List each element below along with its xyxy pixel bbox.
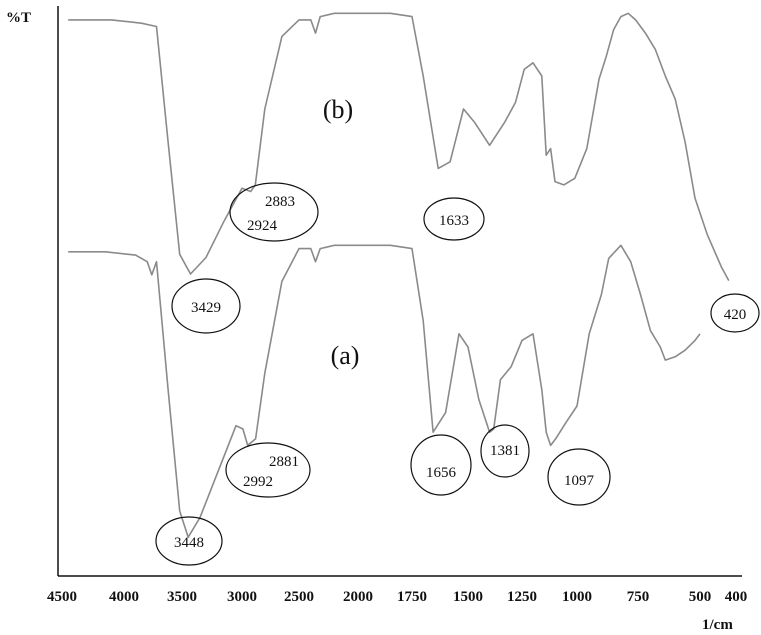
peak-ellipse — [423, 197, 485, 241]
x-tick-label: 3500 — [167, 589, 197, 605]
peak-label: 3429 — [191, 300, 221, 316]
x-tick-label: 4000 — [109, 589, 139, 605]
x-tick-label: 400 — [725, 589, 748, 605]
x-tick-label: 750 — [627, 589, 650, 605]
peak-label: 1633 — [439, 213, 469, 229]
peak-ellipse — [480, 424, 530, 478]
x-tick-label: 1750 — [397, 589, 427, 605]
peak-label: 2924 — [247, 218, 278, 234]
peak-label: 1656 — [426, 465, 457, 481]
peak-ellipse — [410, 434, 472, 496]
curve-label-a: (a) — [331, 341, 360, 370]
axes — [57, 6, 742, 577]
spectrum-a-line — [68, 244, 701, 539]
x-tick-label: 2500 — [284, 589, 314, 605]
peak-label: 2992 — [243, 474, 273, 490]
peak-label: 1097 — [564, 473, 595, 489]
curve-label-b: (b) — [323, 95, 353, 124]
x-tick-label: 2000 — [343, 589, 373, 605]
x-tick-label: 3000 — [227, 589, 257, 605]
peak-label: 1381 — [490, 443, 520, 459]
peak-ellipse — [229, 182, 319, 242]
x-tick-label: 1000 — [562, 589, 592, 605]
spectrum-b-line — [68, 12, 730, 281]
spectra — [68, 12, 730, 539]
y-axis-label: %T — [6, 10, 31, 26]
x-tick-label: 1500 — [453, 589, 483, 605]
peak-label: 420 — [724, 307, 747, 323]
peak-ellipse — [710, 293, 760, 333]
peak-ellipse — [155, 516, 223, 566]
peak-ellipse — [225, 442, 311, 498]
peak-label: 3448 — [174, 535, 204, 551]
peak-annotations: 3429 2883 2924 1633 420 3448 2881 2992 1656 1381 1… — [155, 182, 760, 566]
x-tick-labels: 4500 4000 3500 3000 2500 2000 1750 1500 1250 1000… — [47, 589, 747, 605]
peak-label: 2883 — [265, 194, 295, 210]
x-tick-label: 4500 — [47, 589, 77, 605]
x-tick-label: 1250 — [507, 589, 537, 605]
peak-label: 2881 — [269, 454, 299, 470]
x-tick-label: 500 — [689, 589, 712, 605]
curve-labels: (b) (a) — [323, 95, 360, 370]
x-axis-label: 1/cm — [702, 617, 733, 633]
peak-ellipse — [171, 278, 241, 334]
peak-ellipse — [547, 448, 611, 506]
